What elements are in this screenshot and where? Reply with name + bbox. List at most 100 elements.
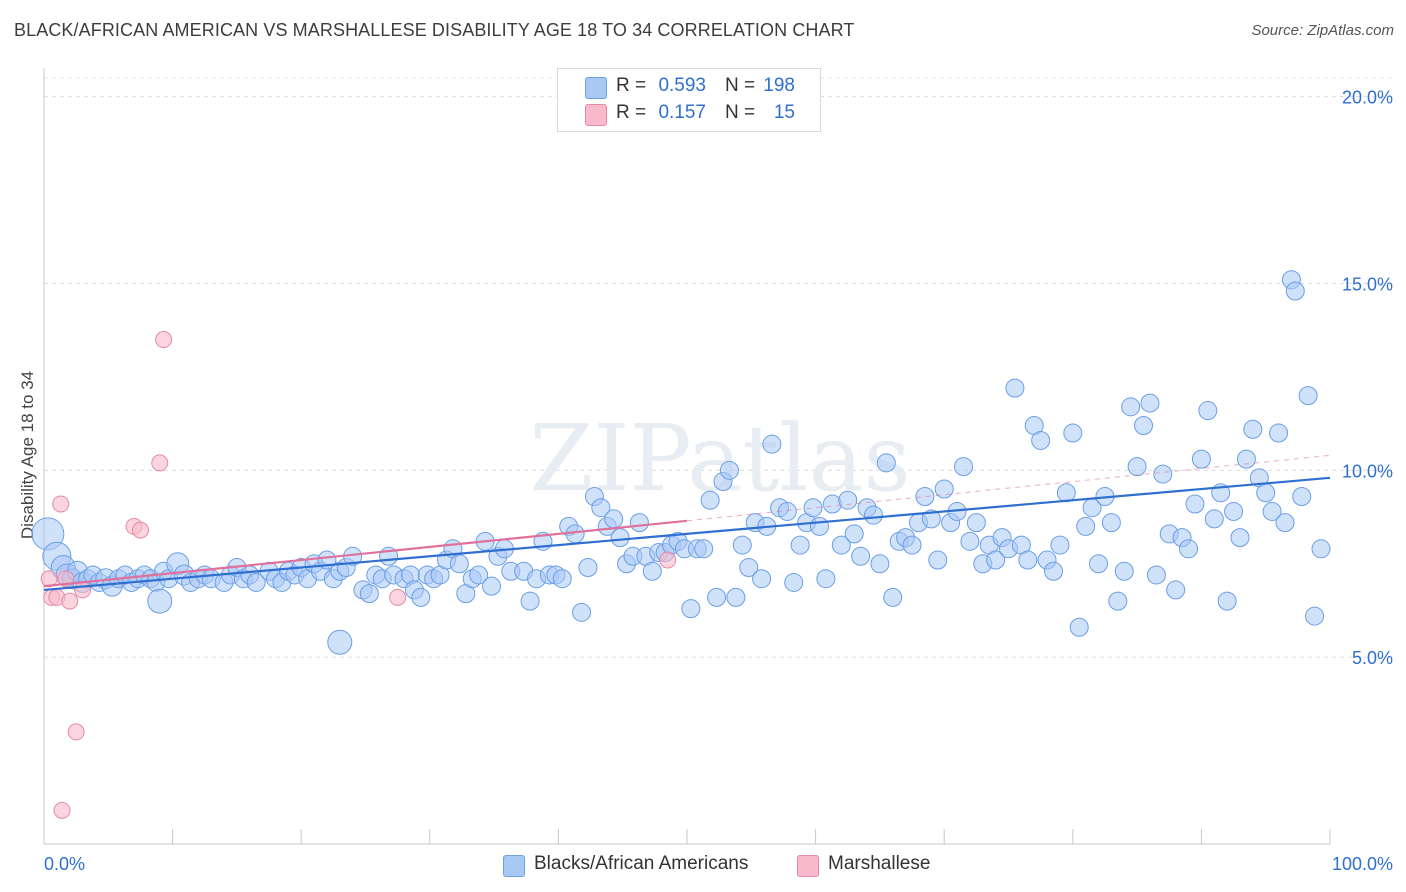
point-blacks [960, 531, 980, 551]
chart-title: BLACK/AFRICAN AMERICAN VS MARSHALLESE DI… [14, 20, 855, 40]
point-blacks [552, 569, 572, 589]
point-blacks [863, 505, 883, 525]
point-blacks [851, 546, 871, 566]
point-marshallese [52, 495, 70, 513]
point-blacks [1185, 494, 1205, 514]
point-blacks [520, 591, 540, 611]
point-blacks [572, 602, 592, 622]
point-blacks [1191, 449, 1211, 469]
x-tick-label: 0.0% [44, 854, 85, 874]
point-blacks [1108, 591, 1128, 611]
trend-lines [43, 454, 1331, 592]
point-marshallese [67, 723, 85, 741]
point-blacks [752, 569, 772, 589]
point-marshallese [53, 801, 71, 819]
point-blacks [1076, 516, 1096, 536]
point-blacks [739, 557, 759, 577]
n-value: 15 [773, 102, 795, 123]
point-blacks [844, 524, 864, 544]
point-blacks [838, 490, 858, 510]
point-marshallese [61, 592, 79, 610]
point-blacks [359, 584, 379, 604]
r-label: R = [616, 102, 647, 123]
point-blacks [1121, 397, 1141, 417]
point-blacks [1063, 423, 1083, 443]
point-blacks [1256, 483, 1276, 503]
point-blacks [1069, 617, 1089, 637]
point-blacks [915, 486, 935, 506]
point-blacks [604, 509, 624, 529]
point-marshallese [151, 454, 169, 472]
n-value: 198 [763, 75, 795, 96]
y-tick-label: 15.0% [1342, 275, 1393, 295]
point-blacks [610, 528, 630, 548]
r-value: 0.593 [658, 75, 706, 96]
point-blacks [883, 587, 903, 607]
point-blacks [902, 535, 922, 555]
point-blacks [928, 550, 948, 570]
r-value: 0.157 [658, 102, 706, 123]
point-blacks [1031, 430, 1051, 450]
point-blacks [762, 434, 782, 454]
point-blacks [1140, 393, 1160, 413]
point-blacks [1179, 539, 1199, 559]
point-blacks [482, 576, 502, 596]
source-label: Source: ZipAtlas.com [1251, 22, 1394, 39]
point-blacks [726, 587, 746, 607]
point-blacks [1298, 386, 1318, 406]
legend-label-blacks: Blacks/African Americans [534, 853, 749, 874]
point-blacks [1204, 509, 1224, 529]
point-blacks [1166, 580, 1186, 600]
point-marshallese [659, 551, 677, 569]
point-blacks [1217, 591, 1237, 611]
point-blacks [876, 453, 896, 473]
point-blacks [707, 587, 727, 607]
point-blacks [1230, 528, 1250, 548]
point-blacks [147, 588, 173, 614]
point-blacks [1089, 554, 1109, 574]
point-blacks [411, 587, 431, 607]
point-blacks [1114, 561, 1134, 581]
axes [43, 68, 1331, 845]
point-blacks [1056, 483, 1076, 503]
point-blacks [934, 479, 954, 499]
point-blacks [681, 599, 701, 619]
legend-swatch-blue [585, 77, 607, 99]
point-blacks [1285, 281, 1305, 301]
point-blacks [1005, 378, 1025, 398]
tick-labels: 5.0% 10.0% 15.0% 20.0% 0.0% 100.0% [44, 88, 1393, 874]
point-blacks [1292, 486, 1312, 506]
point-marshallese [74, 581, 92, 599]
r-label: R = [616, 75, 647, 96]
legend-swatch-marshallese [797, 855, 819, 877]
point-blacks [1198, 401, 1218, 421]
n-label: N = [725, 75, 756, 96]
point-blacks [784, 572, 804, 592]
point-blacks [1311, 539, 1331, 559]
point-marshallese [155, 331, 173, 349]
y-tick-label: 5.0% [1352, 648, 1393, 668]
legend-label-marshallese: Marshallese [828, 853, 931, 874]
point-blacks [1127, 457, 1147, 477]
point-blacks [1146, 565, 1166, 585]
point-blacks [700, 490, 720, 510]
point-blacks [790, 535, 810, 555]
point-blacks [719, 460, 739, 480]
point-blacks [1224, 501, 1244, 521]
point-blacks [809, 516, 829, 536]
point-blacks [966, 513, 986, 533]
point-blacks [1269, 423, 1289, 443]
trend-line-marshallese [43, 519, 688, 588]
data-points [31, 270, 1331, 819]
point-blacks [953, 457, 973, 477]
trend-line-marshallese-extension [686, 454, 1331, 522]
point-blacks [1236, 449, 1256, 469]
point-blacks [469, 565, 489, 585]
point-blacks [921, 509, 941, 529]
point-blacks [629, 513, 649, 533]
point-blacks [1153, 464, 1173, 484]
point-marshallese [131, 521, 149, 539]
point-blacks [1050, 535, 1070, 555]
point-blacks [816, 569, 836, 589]
point-blacks [1305, 606, 1325, 626]
